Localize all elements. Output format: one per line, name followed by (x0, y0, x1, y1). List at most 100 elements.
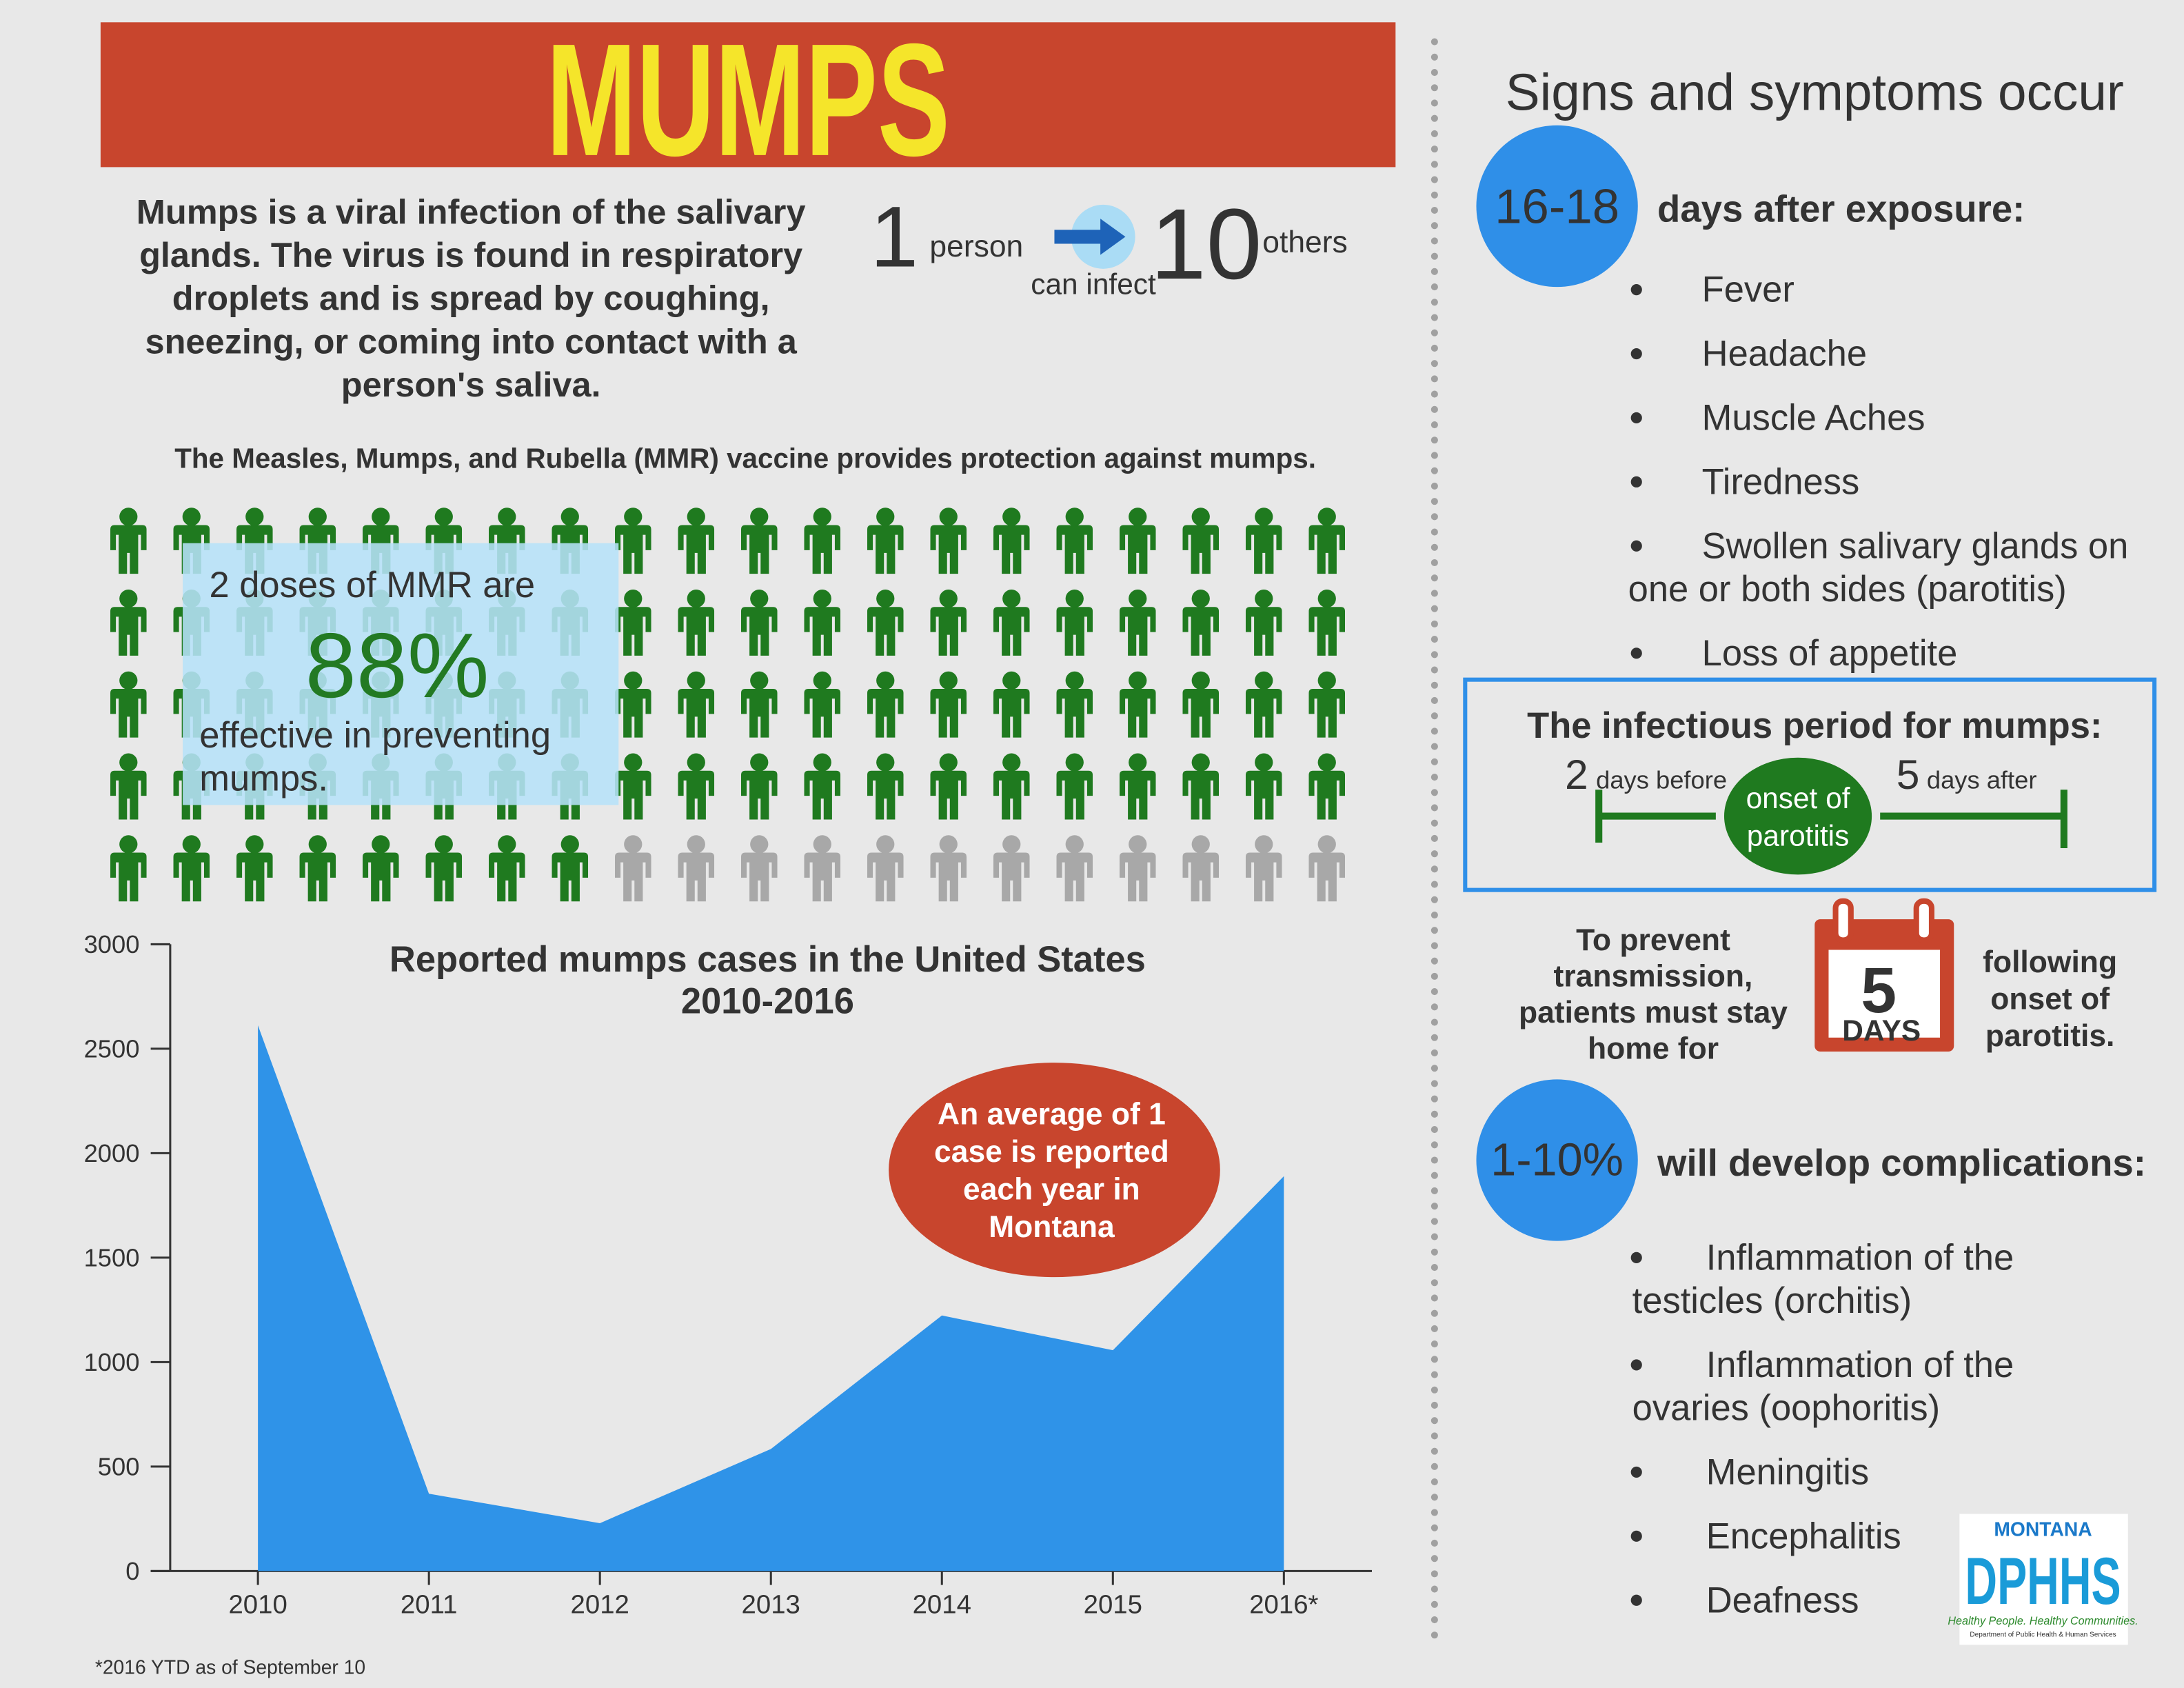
person-icon (1056, 508, 1093, 574)
icon-head (119, 508, 138, 526)
person-icon (993, 753, 1030, 820)
icon-head (1317, 508, 1336, 526)
icon-body (1056, 852, 1093, 902)
person-icon (1119, 508, 1156, 574)
y-tick-label: 500 (98, 1452, 140, 1480)
badge-caption: days after exposure: (1657, 188, 2025, 230)
badge-text: 1-10% (1490, 1134, 1624, 1185)
icon-head (813, 589, 831, 608)
badge-caption: will develop complications: (1657, 1142, 2146, 1184)
icon-body (1245, 770, 1282, 820)
logo-name: MONTANA (1994, 1518, 2092, 1540)
onset-text: onset of (1746, 782, 1850, 814)
icon-head (1065, 589, 1084, 608)
list-item: Muscle Aches (1702, 397, 1925, 438)
icon-head (372, 508, 390, 526)
icon-body (110, 770, 147, 820)
bullet (1630, 284, 1642, 296)
calendar (1814, 898, 1954, 1052)
icon-head (687, 671, 705, 690)
person-icon (867, 671, 904, 738)
person-icon (110, 508, 147, 574)
icon-body (1119, 688, 1156, 738)
bullet (1630, 1594, 1642, 1606)
person-icon (1308, 835, 1345, 902)
list-item: Inflammation of the (1706, 1345, 2014, 1385)
icon-head (750, 671, 769, 690)
icon-body (110, 607, 147, 656)
person-icon (1182, 671, 1220, 738)
icon-body (1308, 770, 1345, 820)
icon-head (1065, 508, 1084, 526)
person-icon (1245, 589, 1282, 656)
vaccine-statement: The Measles, Mumps, and Rubella (MMR) va… (174, 443, 1316, 474)
icon-body (867, 607, 904, 656)
icon-head (1002, 753, 1021, 772)
person-icon (741, 835, 778, 902)
icon-body (173, 852, 210, 902)
person-icon (1119, 835, 1156, 902)
icon-body (1119, 525, 1156, 574)
icon-head (1065, 753, 1084, 772)
person-icon (489, 835, 525, 902)
icon-body (363, 852, 399, 902)
icon-body (110, 688, 147, 738)
icon-body (867, 525, 904, 574)
icon-head (1191, 835, 1210, 854)
intro: Mumps is a viral infection of the saliva… (136, 192, 806, 404)
person-icon (741, 589, 778, 656)
isolation-text: transmission, (1554, 959, 1753, 993)
person-icon (1245, 671, 1282, 738)
list-item: Encephalitis (1706, 1516, 1901, 1556)
icon-body (993, 688, 1030, 738)
icon-body (1308, 607, 1345, 656)
spread-label: person (929, 230, 1023, 263)
person-icon (867, 753, 904, 820)
person-icon (930, 589, 967, 656)
icon-head (624, 835, 643, 854)
y-tick-label: 1500 (84, 1243, 140, 1272)
icon-head (1255, 589, 1273, 608)
person-icon (993, 589, 1030, 656)
icon-head (1255, 835, 1273, 854)
period-label: days after (1927, 766, 2037, 794)
annotation-bubble (889, 1063, 1220, 1278)
icon-body (804, 688, 841, 738)
bullet (1630, 476, 1642, 488)
icon-body (1182, 525, 1220, 574)
area (258, 1025, 1284, 1571)
icon-head (624, 671, 643, 690)
page-title: MUMPS (546, 11, 950, 190)
person-icon (1245, 508, 1282, 574)
icon-head (1002, 671, 1021, 690)
icon-body (1056, 525, 1093, 574)
icon-head (876, 671, 895, 690)
icon-head (813, 508, 831, 526)
icon-head (624, 508, 643, 526)
person-icon (678, 753, 715, 820)
person-icon (804, 589, 841, 656)
list-item: Inflammation of the (1706, 1237, 2014, 1278)
isolation-text: following (1983, 945, 2117, 979)
icon-body (615, 607, 651, 656)
icon-head (939, 671, 958, 690)
person-icon (1056, 671, 1093, 738)
person-icon (425, 835, 463, 902)
x-tick-label: 2011 (401, 1589, 458, 1619)
icon-head (1191, 589, 1210, 608)
infectious-box (1463, 677, 2157, 892)
icon-body (804, 852, 841, 902)
icon-head (876, 753, 895, 772)
period-label: days before (1596, 766, 1727, 794)
icon-head (687, 753, 705, 772)
person-icon (110, 671, 147, 738)
intro-line: Mumps is a viral infection of the saliva… (136, 192, 806, 232)
y-tick-label: 0 (125, 1557, 139, 1585)
icon-body (1056, 688, 1093, 738)
icon-head (1317, 671, 1336, 690)
logo (1959, 1514, 2128, 1645)
person-icon (867, 508, 904, 574)
arrow (1054, 219, 1126, 255)
